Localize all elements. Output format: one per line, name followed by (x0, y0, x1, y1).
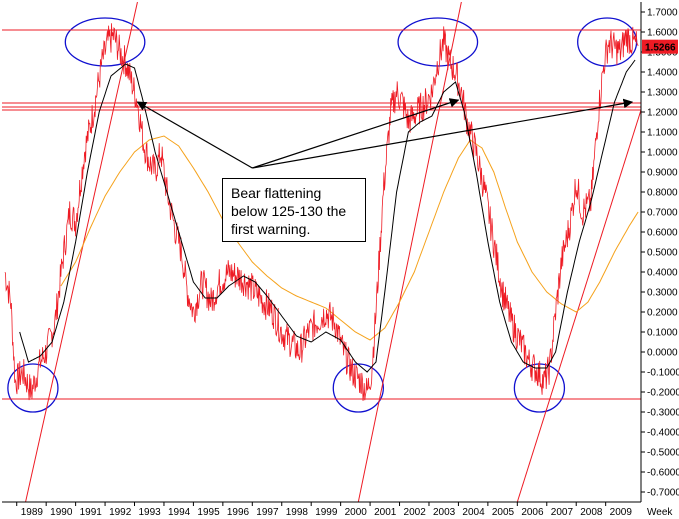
x-tick-label-13: 2002 (404, 507, 427, 518)
last-value-badge (642, 39, 678, 54)
x-tick-label-17: 2006 (521, 507, 544, 518)
ma-long-line (60, 135, 639, 341)
y-tick-label-13: 0.4000 (647, 268, 678, 279)
highlight-ellipse-0 (64, 17, 146, 67)
y-tick-label-3: 1.4000 (647, 68, 678, 79)
trend-line-0 (25, 2, 138, 502)
x-tick-label-1: 1990 (50, 507, 73, 518)
x-unit-label: Week (647, 507, 673, 518)
x-tick-label-3: 1992 (109, 507, 132, 518)
trend-lines (25, 2, 641, 502)
y-tick-label-24: -0.7000 (647, 488, 679, 499)
arrow-1 (252, 98, 460, 169)
x-tick-label-15: 2004 (462, 507, 485, 518)
trend-line-1 (357, 2, 462, 502)
annotation-line-3: first warning. (231, 221, 311, 237)
y-tick-label-19: -0.2000 (647, 388, 679, 399)
y-tick-label-6: 1.1000 (647, 128, 678, 139)
y-tick-label-23: -0.6000 (647, 468, 679, 479)
x-tick-label-11: 2000 (345, 507, 368, 518)
x-tick-label-9: 1998 (286, 507, 309, 518)
y-tick-label-14: 0.3000 (647, 288, 678, 299)
x-tick-label-0: 1989 (21, 507, 44, 518)
y-tick-label-10: 0.7000 (647, 208, 678, 219)
y-tick-label-8: 0.9000 (647, 168, 678, 179)
x-tick-label-18: 2007 (551, 507, 574, 518)
y-tick-label-17: 0.0000 (647, 348, 678, 359)
x-tick-label-10: 1999 (315, 507, 338, 518)
y-tick-label-7: 1.0000 (647, 148, 678, 159)
y-tick-label-0: 1.7000 (647, 8, 678, 19)
y-tick-label-21: -0.4000 (647, 428, 679, 439)
y-tick-label-11: 0.6000 (647, 228, 678, 239)
last-value-marker: 1.5266 (642, 39, 678, 54)
y-tick-label-4: 1.3000 (647, 88, 678, 99)
y-tick-label-20: -0.3000 (647, 408, 679, 419)
arrow-2 (252, 98, 634, 169)
x-tick-label-6: 1995 (197, 507, 220, 518)
x-tick-label-16: 2005 (492, 507, 515, 518)
y-tick-label-16: 0.1000 (647, 328, 678, 339)
x-tick-label-20: 2009 (610, 507, 633, 518)
annotation-line-1: Bear flattening (231, 185, 322, 201)
price-line (4, 23, 639, 401)
y-tick-label-1: 1.6000 (647, 28, 678, 39)
x-axis-ticks: 1989 1990 1991 1992 1993 1994 1995 1996 1997 1998… (16, 502, 673, 518)
x-tick-label-12: 2001 (374, 507, 397, 518)
x-tick-label-19: 2008 (580, 507, 603, 518)
highlight-ellipse-3 (7, 363, 59, 413)
y-tick-label-9: 0.8000 (647, 188, 678, 199)
highlight-ellipse-1 (397, 17, 479, 67)
x-tick-label-2: 1991 (80, 507, 103, 518)
y-tick-label-5: 1.2000 (647, 108, 678, 119)
y-tick-label-18: -0.1000 (647, 368, 679, 379)
annotation-line-2: below 125-130 the (231, 203, 347, 219)
y-tick-label-22: -0.5000 (647, 448, 679, 459)
last-value-label: 1.5266 (645, 43, 676, 54)
short-moving-average (19, 59, 636, 373)
x-tick-label-4: 1993 (139, 507, 162, 518)
x-tick-label-7: 1996 (227, 507, 250, 518)
y-tick-label-15: 0.2000 (647, 308, 678, 319)
x-tick-label-5: 1994 (168, 507, 191, 518)
long-moving-average (60, 135, 639, 341)
y-axis-ticks: 1.70001.60001.50001.40001.30001.20001.10… (641, 8, 679, 499)
highlight-ellipse-4 (332, 363, 384, 413)
x-tick-label-14: 2003 (433, 507, 456, 518)
annotation-arrows (136, 98, 634, 169)
ma-short-line (19, 59, 636, 373)
horizontal-levels (2, 29, 641, 400)
y-tick-label-12: 0.5000 (647, 248, 678, 259)
annotation-box: Bear flattening below 125-130 the first … (222, 178, 366, 242)
x-tick-label-8: 1997 (256, 507, 279, 518)
trend-line-2 (516, 108, 641, 502)
arrow-0 (136, 101, 253, 169)
price-series (4, 23, 639, 401)
